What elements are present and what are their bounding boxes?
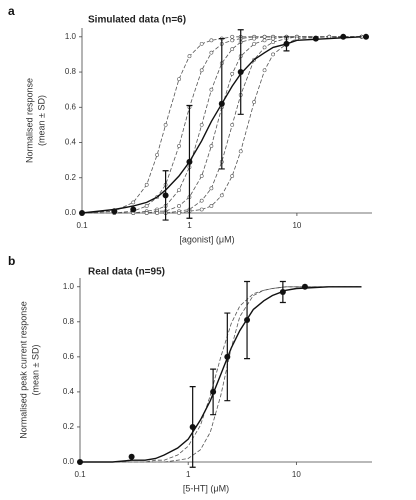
open-marker	[230, 123, 235, 127]
open-marker	[155, 211, 160, 215]
y-axis-label: (mean ± SD)	[30, 345, 40, 396]
mean-point	[244, 317, 251, 324]
y-axis-label: (mean ± SD)	[36, 95, 46, 146]
mean-point	[77, 459, 83, 465]
open-marker	[219, 193, 224, 198]
mean-point	[301, 283, 308, 290]
open-marker	[144, 211, 149, 215]
open-marker	[177, 77, 181, 81]
mean-point	[237, 69, 244, 76]
open-marker	[230, 47, 235, 52]
y-tick-label: 1.0	[65, 32, 77, 41]
y-tick-label: 0.8	[65, 67, 77, 76]
mean-point	[130, 206, 137, 213]
x-tick-label: 0.1	[76, 221, 88, 230]
mean-point	[224, 353, 231, 360]
open-marker	[271, 36, 275, 41]
mean-point	[189, 423, 196, 430]
mean-point	[363, 33, 370, 40]
open-marker	[209, 186, 214, 191]
open-marker	[144, 204, 149, 208]
open-marker	[177, 211, 181, 215]
open-marker	[144, 182, 149, 187]
x-axis-label: [5-HT] (μM)	[183, 483, 229, 493]
mean-point	[283, 40, 290, 47]
open-marker	[252, 100, 257, 104]
mean-point	[218, 100, 225, 107]
mean-point	[128, 453, 135, 460]
open-marker	[177, 144, 181, 148]
curve	[80, 286, 362, 463]
y-tick-label: 0.0	[65, 208, 77, 217]
open-marker	[230, 174, 235, 178]
x-axis-label: [agonist] (μM)	[179, 234, 234, 244]
mean-point	[279, 289, 286, 296]
mean-point	[111, 208, 118, 215]
open-marker	[271, 40, 275, 44]
x-tick-label: 1	[186, 470, 191, 479]
y-tick-label: 0.6	[63, 352, 75, 361]
open-marker	[230, 71, 235, 76]
mean-point	[79, 210, 85, 216]
y-tick-label: 0.0	[63, 457, 75, 466]
y-tick-label: 0.6	[65, 102, 77, 111]
open-marker	[262, 45, 267, 50]
y-tick-label: 1.0	[63, 282, 75, 291]
panel: a Simulated data (n=6) 0.0 0.2 0.4 0.6 0.8 1.0 0…	[8, 4, 372, 244]
panel: b Real data (n=95) 0.0 0.2 0.4 0.6 0.8 1.0 0.1 1 1…	[8, 254, 372, 493]
y-axis-label: Normalised peak current response	[18, 301, 28, 439]
y-tick-label: 0.2	[63, 422, 75, 431]
open-marker	[262, 68, 267, 73]
open-marker	[238, 149, 243, 154]
curve	[80, 286, 362, 463]
open-marker	[199, 68, 204, 73]
y-tick-label: 0.4	[63, 387, 75, 396]
y-tick-label: 0.4	[65, 138, 77, 147]
mean-point	[210, 388, 217, 395]
curve	[82, 36, 362, 214]
open-marker	[230, 34, 235, 39]
open-marker	[230, 38, 235, 43]
open-marker	[252, 41, 257, 46]
open-marker	[187, 54, 192, 59]
open-marker	[209, 204, 214, 208]
y-tick-label: 0.8	[63, 317, 75, 326]
mean-point	[186, 158, 193, 165]
open-marker	[163, 123, 168, 127]
open-marker	[155, 152, 160, 157]
mean-point	[340, 33, 347, 40]
open-marker	[177, 188, 181, 192]
panel-label: a	[8, 4, 15, 18]
open-marker	[199, 207, 204, 212]
x-tick-label: 10	[292, 470, 301, 479]
y-axis-label: Normalised response	[24, 78, 34, 163]
open-marker	[209, 87, 214, 92]
open-marker	[199, 123, 204, 127]
x-tick-label: 0.1	[74, 470, 86, 479]
open-marker	[199, 41, 204, 46]
mean-point	[162, 192, 169, 199]
chart-title: Simulated data (n=6)	[88, 15, 186, 26]
open-marker	[177, 204, 181, 208]
open-marker	[209, 38, 214, 43]
open-marker	[199, 174, 204, 178]
open-marker	[262, 34, 267, 39]
y-tick-label: 0.2	[65, 173, 77, 182]
open-marker	[252, 36, 257, 41]
open-marker	[131, 200, 136, 205]
open-marker	[262, 38, 267, 43]
mean-point	[312, 35, 319, 42]
open-marker	[209, 144, 214, 148]
x-tick-label: 1	[187, 221, 192, 230]
panel-label: b	[8, 254, 15, 268]
x-tick-label: 10	[292, 221, 301, 230]
open-marker	[209, 50, 214, 55]
open-marker	[271, 52, 275, 57]
open-marker	[199, 198, 204, 203]
chart-title: Real data (n=95)	[88, 267, 165, 278]
